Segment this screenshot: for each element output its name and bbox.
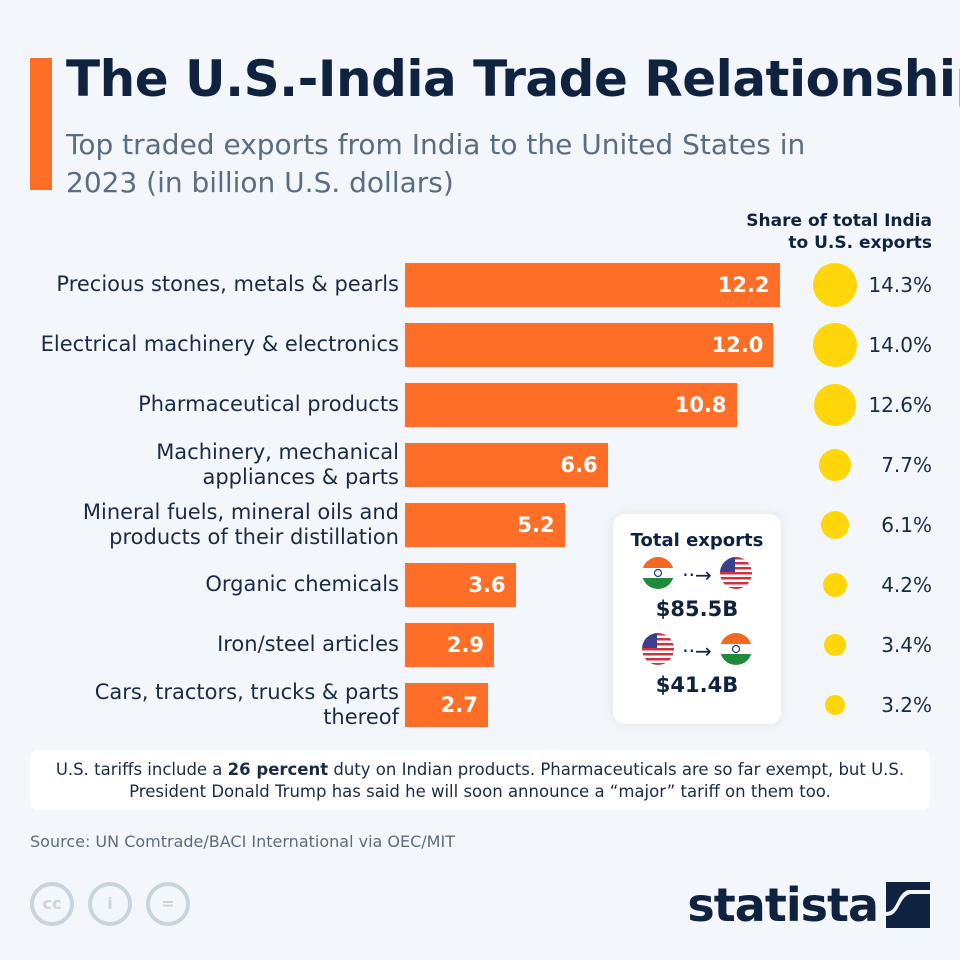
bar-value-label: 2.9 (446, 633, 485, 657)
category-label: Electrical machinery & electronics (40, 332, 399, 356)
india-flag-icon (719, 633, 752, 669)
share-dot (814, 384, 856, 426)
share-label: 6.1% (881, 513, 932, 537)
bar (405, 323, 774, 367)
category-label: Cars, tractors, trucks & parts thereof (94, 680, 399, 729)
bar-value-label: 5.2 (517, 513, 555, 537)
share-dot (813, 323, 857, 367)
share-dot (820, 510, 850, 540)
bar-value-label: 10.8 (674, 393, 727, 417)
share-label: 14.0% (868, 333, 932, 357)
india-flag-icon (642, 557, 675, 593)
tariff-note: U.S. tariffs include a 26 percent duty o… (30, 750, 930, 810)
share-label: 12.6% (868, 393, 932, 417)
source: Source: UN Comtrade/BACI International v… (30, 832, 455, 851)
attribution-icon[interactable]: i (88, 882, 132, 926)
share-label: 4.2% (881, 573, 932, 597)
share-dot (824, 694, 846, 716)
share-label: 14.3% (868, 273, 932, 297)
share-label: 3.4% (881, 633, 932, 657)
bar-value-label: 3.6 (468, 573, 506, 597)
bar (405, 683, 488, 727)
bar (405, 623, 495, 667)
bar (405, 443, 608, 487)
category-label: Iron/steel articles (217, 632, 399, 656)
page-title: The U.S.-India Trade Relationship (66, 50, 960, 108)
share-label: 7.7% (881, 453, 932, 477)
us-flag-icon (642, 633, 675, 669)
category-label: Organic chemicals (205, 572, 399, 596)
statista-logo-mark-icon (886, 882, 930, 928)
cc-icon[interactable]: cc (30, 882, 74, 926)
note-text: duty on Indian products. Pharmaceuticals… (129, 760, 905, 801)
no-derivatives-icon[interactable]: = (146, 882, 190, 926)
note-text: U.S. tariffs include a (55, 760, 228, 779)
bar (405, 503, 565, 547)
share-label: 3.2% (881, 693, 932, 717)
total-exports-title: Total exports (630, 530, 764, 551)
statista-logo[interactable]: statista (687, 878, 930, 932)
bar (405, 263, 780, 307)
share-dot (823, 573, 847, 597)
share-dot (813, 263, 857, 307)
india-to-us-amount: $85.5B (655, 597, 739, 621)
us-to-india-amount: $41.4B (655, 673, 739, 697)
share-dot (824, 634, 846, 656)
bar-value-label: 2.7 (440, 693, 478, 717)
category-label: Pharmaceutical products (138, 392, 399, 416)
bar (405, 563, 516, 607)
category-label: Machinery, mechanical appliances & parts (156, 440, 399, 489)
total-exports-box: Total exports ··→ $85.5B ··→ $41.4B (613, 514, 781, 724)
note-bold: 26 percent (227, 760, 329, 779)
bar-value-label: 12.0 (711, 333, 764, 357)
title-accent-bar (30, 58, 52, 190)
subtitle: Top traded exports from India to the Uni… (66, 128, 806, 199)
share-header: Share of total India to U.S. exports (746, 211, 932, 253)
bar-value-label: 6.6 (560, 453, 598, 477)
us-flag-icon (719, 557, 752, 593)
bar (405, 383, 737, 427)
share-dot (818, 448, 852, 482)
arrow-icon: ··→ (682, 639, 712, 663)
arrow-icon: ··→ (682, 563, 712, 587)
logo-text: statista (687, 878, 879, 932)
bar-value-label: 12.2 (717, 273, 770, 297)
category-label: Mineral fuels, mineral oils and products… (82, 500, 399, 549)
category-label: Precious stones, metals & pearls (56, 272, 399, 296)
